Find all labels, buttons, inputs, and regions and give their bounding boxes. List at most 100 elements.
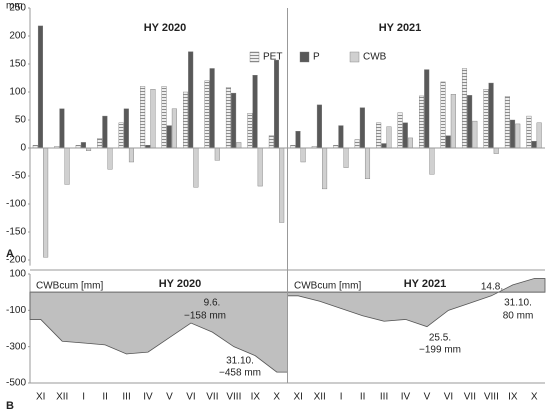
y-tick-label: 100 <box>9 269 26 280</box>
bar <box>161 86 167 149</box>
annotation: 14.8. <box>481 282 503 293</box>
y-tick-label: 0 <box>20 143 26 154</box>
bar <box>450 94 456 149</box>
panel-title: HY 2021 <box>404 278 447 290</box>
annotation: 31.10. <box>504 298 532 309</box>
y-tick-label: 150 <box>9 59 26 70</box>
x-tick-label: XI <box>294 392 303 403</box>
annotation: 25.5. <box>429 333 451 344</box>
bar <box>424 69 430 149</box>
bar <box>43 147 49 258</box>
legend-label: PET <box>263 52 282 63</box>
bar <box>381 143 387 149</box>
bar <box>128 147 134 163</box>
y-tick-label: 50 <box>15 115 27 126</box>
bar <box>359 107 365 149</box>
panel-title: HY 2020 <box>144 22 187 34</box>
x-tick-label: VIII <box>226 392 241 403</box>
bar <box>193 147 199 188</box>
bar <box>225 87 231 149</box>
bar <box>295 130 301 149</box>
x-tick-label: VIII <box>484 392 499 403</box>
bar <box>483 88 489 149</box>
x-tick-label: II <box>102 392 108 403</box>
x-tick-label: IV <box>401 392 411 403</box>
annotation: −199 mm <box>419 345 461 356</box>
y-tick-label: -150 <box>6 227 26 238</box>
bar <box>97 138 103 149</box>
bar <box>445 135 451 149</box>
bar <box>493 147 499 154</box>
x-tick-label: IX <box>508 392 518 403</box>
bar <box>510 119 516 149</box>
bar <box>526 115 532 149</box>
bar <box>166 125 172 149</box>
bar <box>64 147 70 185</box>
bar <box>59 108 65 149</box>
bar <box>515 123 521 149</box>
bar <box>273 59 280 149</box>
bar <box>488 82 494 149</box>
x-tick-label: III <box>380 392 388 403</box>
annotation: 80 mm <box>503 311 534 322</box>
panel-label: A <box>6 248 14 260</box>
x-tick-label: IV <box>143 392 153 403</box>
y-tick-label: -50 <box>12 171 27 182</box>
bar <box>236 142 242 149</box>
bar <box>209 68 215 149</box>
bar <box>386 126 392 149</box>
bar <box>461 68 468 149</box>
y-tick-label: -100 <box>6 305 26 316</box>
bar <box>150 88 156 149</box>
y-tick-label: -500 <box>6 378 26 389</box>
bar <box>402 122 408 149</box>
x-tick-label: XII <box>314 392 326 403</box>
bar <box>37 25 44 149</box>
annotation: 31.10. <box>226 356 254 367</box>
x-tick-label: XII <box>56 392 68 403</box>
bar <box>338 125 344 149</box>
legend-label: P <box>313 52 320 63</box>
x-tick-label: VI <box>186 392 195 403</box>
bar <box>397 112 403 149</box>
bar <box>354 139 360 149</box>
bar <box>279 147 285 223</box>
bar <box>322 147 328 190</box>
bar <box>268 135 274 149</box>
bar <box>183 91 189 149</box>
bar <box>171 108 177 149</box>
bar <box>467 95 473 149</box>
x-tick-label: III <box>122 392 130 403</box>
axis-label: CWBcum [mm] <box>294 281 361 292</box>
bar <box>257 147 263 187</box>
bar <box>472 120 478 149</box>
axis-label: CWBcum [mm] <box>36 281 103 292</box>
bar <box>204 80 210 149</box>
annotation: 9.6. <box>204 298 221 309</box>
annotation: −158 mm <box>184 311 226 322</box>
bar <box>252 74 258 149</box>
bar <box>531 141 537 149</box>
unit-label: mm <box>6 1 23 12</box>
bar <box>214 147 220 161</box>
area <box>29 291 288 373</box>
bar <box>102 115 108 149</box>
bar <box>118 122 124 149</box>
bar <box>231 92 237 149</box>
bar <box>188 51 194 149</box>
y-tick-label: -100 <box>6 199 26 210</box>
panel-label: B <box>6 400 14 412</box>
y-tick-label: 100 <box>9 87 26 98</box>
bar <box>80 142 86 149</box>
x-tick-label: VI <box>444 392 453 403</box>
y-tick-label: -300 <box>6 341 26 352</box>
x-tick-label: I <box>340 392 343 403</box>
x-tick-label: V <box>166 392 173 403</box>
bar <box>123 108 129 149</box>
bar <box>504 96 510 149</box>
legend-label: CWB <box>363 52 387 63</box>
x-tick-label: V <box>424 392 431 403</box>
bar <box>419 95 425 149</box>
bar <box>140 86 146 149</box>
x-tick-label: X <box>531 392 538 403</box>
